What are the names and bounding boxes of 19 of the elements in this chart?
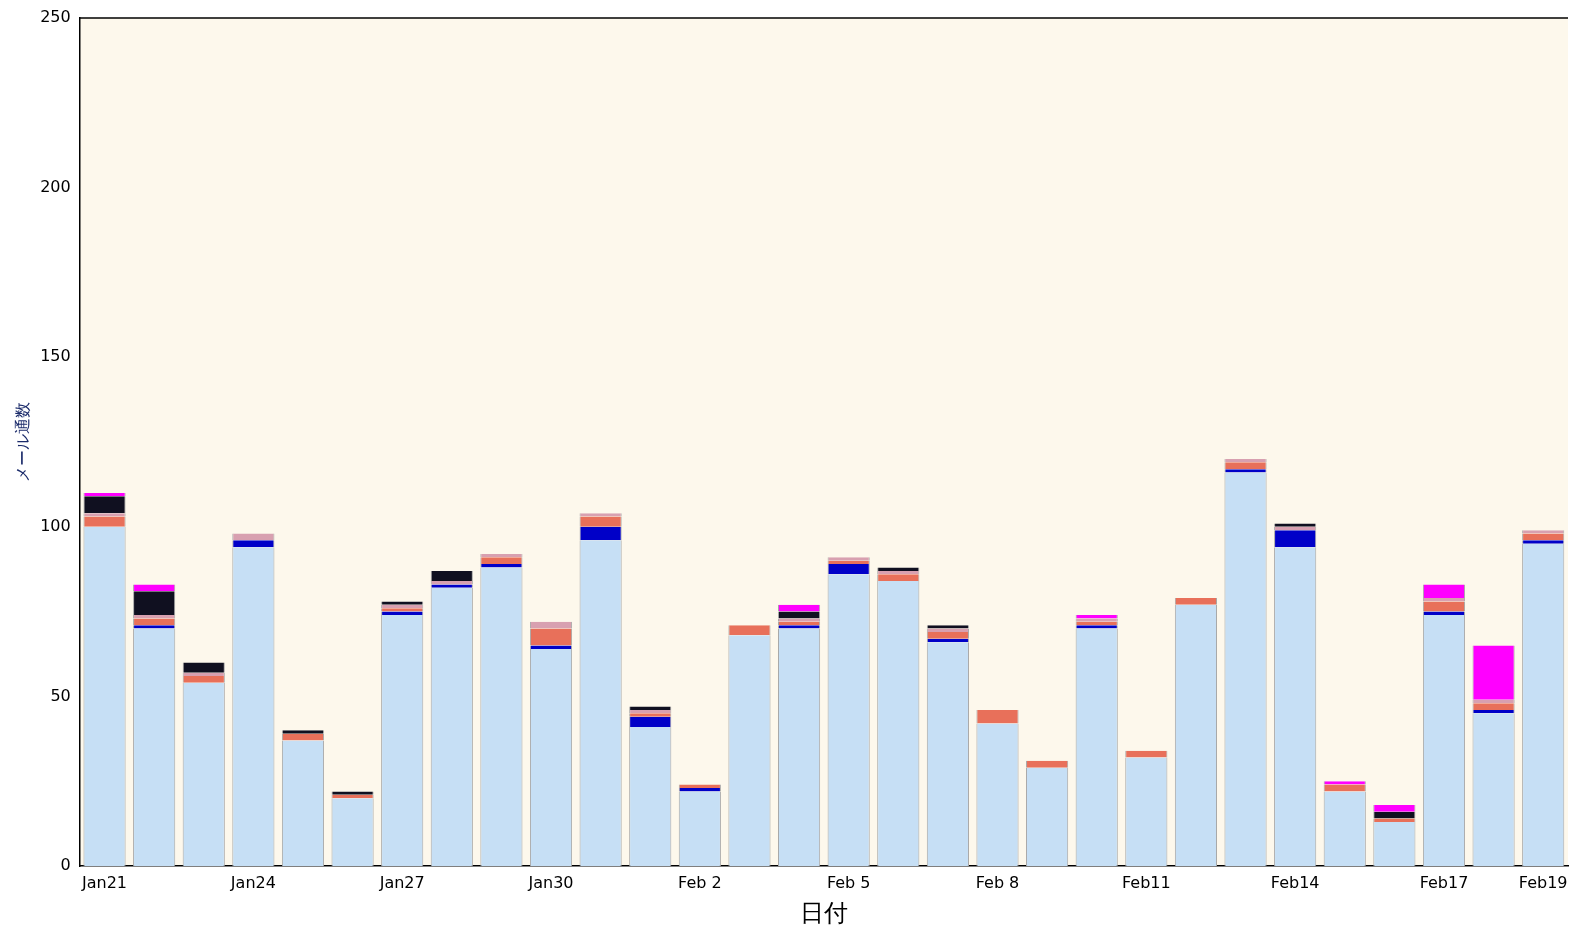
x-tick-label: Jan27 (378, 872, 425, 892)
x-tick-label: Jan21 (81, 872, 128, 892)
y-tick-label: 150 (40, 346, 71, 366)
y-tick-label: 200 (40, 176, 71, 196)
y-tick-label: 0 (60, 855, 71, 875)
x-tick-label: Jan30 (527, 872, 574, 892)
x-tick-label: Feb14 (1270, 872, 1320, 892)
y-tick-label: 50 (50, 685, 71, 705)
x-tick-label: Jan24 (229, 872, 276, 892)
x-tick-label: Feb 8 (975, 872, 1020, 892)
y-axis-title: メール通数 (12, 402, 32, 482)
x-axis-title: 日付 (799, 898, 848, 927)
x-tick-label: Feb17 (1419, 872, 1469, 892)
x-tick-label: Feb19 (1518, 872, 1568, 892)
x-tick-label: Feb11 (1121, 872, 1171, 892)
y-tick-label: 250 (40, 7, 71, 27)
y-tick-label: 100 (40, 515, 71, 535)
x-tick-label: Feb 5 (826, 872, 871, 892)
x-tick-label: Feb 2 (678, 872, 722, 892)
